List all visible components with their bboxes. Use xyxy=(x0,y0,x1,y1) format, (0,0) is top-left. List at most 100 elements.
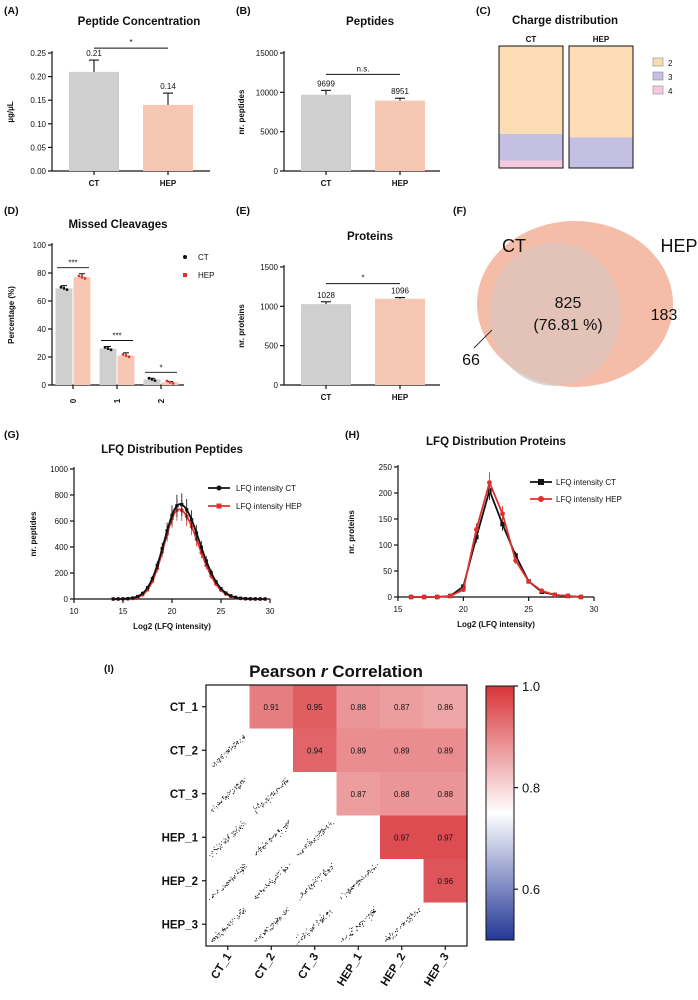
scatter-point-1-0-23 xyxy=(222,757,224,759)
scatter-point-5-0-47 xyxy=(237,917,239,919)
bar-D-CT-2 xyxy=(143,379,161,385)
scatter-point-4-1-27 xyxy=(266,886,268,888)
scatter-point-4-2-61 xyxy=(311,887,313,889)
scatter-point-4-2-6 xyxy=(310,888,311,890)
scatter-point-5-2-58 xyxy=(327,912,329,913)
scatter-point-1-0-36 xyxy=(219,758,221,760)
scatter-point-4-3-32 xyxy=(360,879,362,880)
scatter-point-5-0-46 xyxy=(213,940,215,941)
data-point-G-0-36 xyxy=(199,545,203,549)
scatter-point-5-0-45 xyxy=(226,927,228,929)
scatter-point-5-0-23 xyxy=(239,913,241,915)
scatter-point-5-4-5 xyxy=(396,928,398,930)
scatter-point-4-1-4 xyxy=(278,872,279,873)
scatter-cell-3-2 xyxy=(296,822,335,856)
scatter-point-2-1-38 xyxy=(262,806,264,808)
heatmap-value-2-5: 0.88 xyxy=(437,790,453,799)
scatter-point-5-2-62 xyxy=(323,918,324,919)
scatter-cell-5-1 xyxy=(254,907,289,942)
scatter-point-5-3-27 xyxy=(370,911,372,913)
heatmap-cell-1-5 xyxy=(423,728,467,772)
scatter-point-2-1-35 xyxy=(258,803,259,805)
data-point-H-1-3 xyxy=(447,593,453,599)
scatter-point-5-1-4 xyxy=(277,921,279,923)
value-label-E-1: 1096 xyxy=(391,287,409,296)
scatter-point-4-0-35 xyxy=(214,893,216,895)
scatter-point-2-1-3 xyxy=(278,788,280,789)
scatter-point-5-1-12 xyxy=(266,927,267,929)
stacked-segment-C-CT-1 xyxy=(499,133,563,161)
scatter-point-5-1-58 xyxy=(283,911,285,913)
scatter-point-5-1-37 xyxy=(265,929,266,931)
scatter-point-5-4-2 xyxy=(385,936,387,937)
scatter-point-5-1-7 xyxy=(270,929,272,931)
scatter-point-4-2-48 xyxy=(313,884,315,886)
scatter-point-4-0-13 xyxy=(242,870,244,872)
scatter-point-3-0-64 xyxy=(235,829,237,831)
data-point-D-CT-0-2 xyxy=(65,288,69,291)
scatter-point-3-2-24 xyxy=(323,833,324,835)
scatter-point-5-2-6 xyxy=(319,920,321,922)
scatter-point-4-3-15 xyxy=(356,880,358,882)
heatmap-cell-2-5 xyxy=(423,772,467,816)
scatter-point-4-3-31 xyxy=(351,886,353,887)
scatter-point-3-2-56 xyxy=(330,822,332,824)
scatter-point-3-1-30 xyxy=(258,850,259,852)
scatter-point-5-0-18 xyxy=(242,911,244,913)
scatter-point-5-3-33 xyxy=(371,910,373,911)
scatter-point-1-0-64 xyxy=(243,737,245,739)
scatter-point-4-1-21 xyxy=(268,881,270,883)
scatter-point-2-0-60 xyxy=(236,784,238,786)
scatter-point-4-0-40 xyxy=(242,867,244,869)
scatter-point-3-0-41 xyxy=(225,838,227,840)
scatter-point-5-0-65 xyxy=(215,931,217,933)
scatter-point-5-3-41 xyxy=(362,924,363,925)
scatter-point-1-0-8 xyxy=(225,750,227,752)
scatter-point-4-3-29 xyxy=(357,882,359,884)
heatmap-value-2-4: 0.88 xyxy=(394,790,410,799)
scatter-point-4-2-12 xyxy=(301,894,303,896)
scatter-point-3-2-9 xyxy=(329,824,331,826)
scatter-point-3-0-42 xyxy=(220,847,221,849)
scatter-point-4-2-24 xyxy=(323,870,325,871)
colorbar-tick-label-0: 0.6 xyxy=(522,882,540,897)
scatter-point-5-0-9 xyxy=(222,934,224,936)
scatter-point-5-2-44 xyxy=(323,918,325,920)
panel-label-G: (G) xyxy=(4,429,19,441)
scatter-point-5-2-33 xyxy=(329,910,331,912)
scatter-point-3-0-63 xyxy=(233,834,235,836)
scatter-point-4-0-67 xyxy=(217,890,219,892)
scatter-point-5-0-64 xyxy=(215,938,216,940)
scatter-point-5-0-62 xyxy=(212,938,214,940)
heatmap-cell-0-3 xyxy=(336,685,380,729)
scatter-point-3-0-9 xyxy=(211,853,213,854)
scatter-point-4-1-0 xyxy=(271,879,273,881)
scatter-point-2-0-8 xyxy=(220,802,221,804)
legend-label-D-CT: CT xyxy=(198,253,209,262)
scatter-point-4-0-58 xyxy=(228,880,230,881)
scatter-point-2-0-56 xyxy=(235,785,237,787)
scatter-point-3-0-40 xyxy=(213,846,215,848)
scatter-point-4-1-7 xyxy=(280,873,281,875)
scatter-point-4-2-18 xyxy=(318,877,320,878)
bar-outline-C-CT xyxy=(498,45,564,169)
x-tick-label-A-1: HEP xyxy=(160,179,177,188)
x-tick-label-H-2: 25 xyxy=(524,605,533,614)
scatter-point-2-1-56 xyxy=(270,794,271,796)
scatter-point-4-3-1 xyxy=(368,870,370,872)
scatter-point-5-0-3 xyxy=(242,910,244,912)
data-point-D-CT-1-0 xyxy=(103,346,107,349)
x-tick-label-B-1: HEP xyxy=(392,179,409,188)
scatter-point-5-4-24 xyxy=(389,933,391,935)
scatter-point-4-3-63 xyxy=(358,884,360,886)
scatter-point-5-3-4 xyxy=(362,922,363,924)
scatter-point-1-0-11 xyxy=(225,756,227,758)
scatter-point-2-0-6 xyxy=(218,804,219,806)
x-tick-label-H-1: 20 xyxy=(459,605,468,614)
scatter-point-3-1-32 xyxy=(272,837,273,839)
y-tick-label-H-5: 250 xyxy=(379,463,393,472)
scatter-point-2-1-21 xyxy=(284,781,286,782)
scatter-point-5-3-64 xyxy=(375,911,377,913)
scatter-point-3-2-3 xyxy=(321,829,323,831)
scatter-point-4-0-42 xyxy=(234,876,235,878)
